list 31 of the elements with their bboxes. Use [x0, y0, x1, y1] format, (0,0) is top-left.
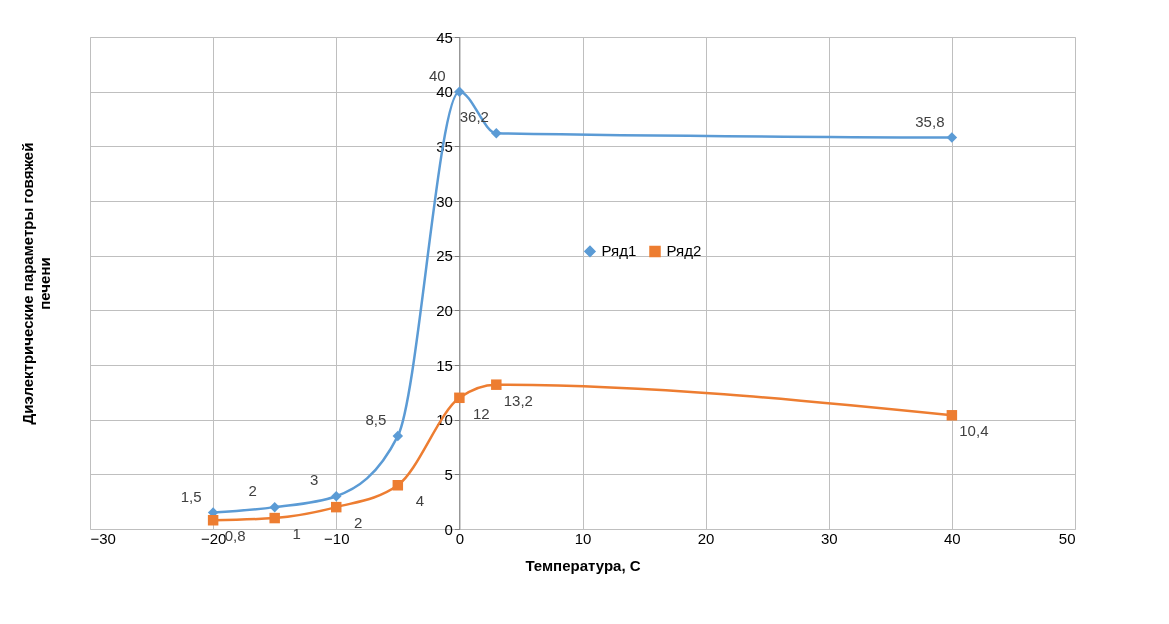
y-axis-title: Диэлектрические параметры говяжей печени [18, 142, 53, 425]
data-label: 1,5 [180, 487, 202, 505]
data-label: 2 [354, 514, 363, 532]
y-tick-label: 30 [436, 192, 453, 210]
data-label: 4 [415, 492, 424, 510]
x-tick-label: 0 [455, 529, 465, 547]
data-label: 3 [310, 471, 319, 489]
x-tick-label: −30 [90, 529, 116, 547]
legend-label: Ряд2 [666, 242, 702, 260]
x-tick-label: 10 [574, 529, 592, 547]
x-axis-title: Температура, С [525, 556, 641, 574]
x-tick-label: 40 [944, 529, 961, 547]
data-label: 35,8 [915, 112, 945, 130]
y-tick-label: 45 [436, 28, 453, 46]
data-label: 2 [248, 482, 257, 500]
x-tick-label: −10 [324, 529, 350, 547]
data-label: 8,5 [365, 411, 387, 429]
y-tick-label: 15 [436, 356, 453, 374]
y-tick-label: 25 [436, 247, 453, 265]
data-label: 0,8 [224, 527, 246, 545]
y-tick-label: 20 [436, 301, 453, 319]
legend-label: Ряд1 [601, 242, 637, 260]
data-label: 12 [473, 404, 490, 422]
y-tick-label: 40 [436, 83, 453, 101]
data-label: 10,4 [959, 422, 989, 440]
x-tick-label: 20 [697, 529, 715, 547]
y-tick-label: 5 [444, 465, 453, 483]
data-label: 1 [292, 525, 301, 543]
data-label: 13,2 [503, 391, 533, 409]
x-tick-label: 50 [1058, 529, 1076, 547]
x-tick-label: 30 [820, 529, 838, 547]
